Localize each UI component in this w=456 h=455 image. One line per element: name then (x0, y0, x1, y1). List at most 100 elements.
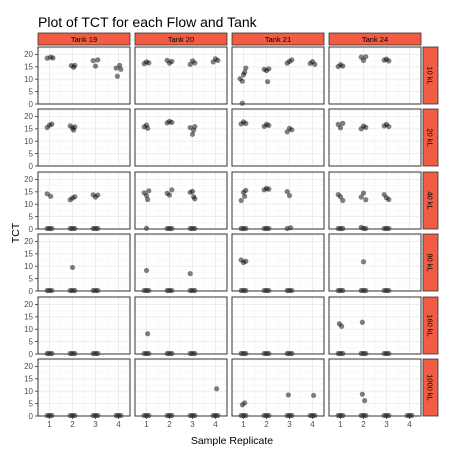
y-tick-label: 15 (24, 63, 33, 72)
x-tick-label: 2 (70, 420, 75, 429)
data-point (143, 267, 150, 274)
data-point (359, 391, 365, 397)
row-strip-label-10-kl: 10 kL (426, 66, 435, 84)
panel-border (328, 46, 422, 105)
data-point (289, 57, 295, 63)
panel-tank-21-20-kl (231, 108, 325, 167)
y-tick-label: 20 (24, 362, 33, 371)
panel-border (37, 358, 131, 417)
y-tick-label: 0 (29, 412, 34, 421)
y-tick-label: 0 (29, 287, 34, 296)
panel-tank-24-20-kl (328, 108, 422, 167)
data-point (239, 100, 245, 106)
panel-border (37, 171, 131, 230)
y-tick-label: 5 (29, 337, 34, 346)
data-point (143, 192, 150, 199)
row-strip-label-160-kl: 160 kL (426, 314, 435, 337)
panel-tank-24-160-kl (328, 296, 422, 357)
y-tick-label: 5 (29, 87, 34, 96)
data-point (72, 62, 78, 68)
panel-tank-20-1000-kl (134, 358, 228, 419)
x-tick-label: 4 (310, 420, 315, 429)
data-point (312, 61, 318, 67)
data-point (92, 63, 99, 69)
data-point (311, 392, 317, 399)
y-tick-label: 10 (24, 325, 33, 334)
data-point (48, 193, 54, 199)
panel-border (231, 233, 325, 292)
data-point (214, 386, 220, 392)
data-point (169, 58, 175, 64)
x-tick-label: 1 (47, 420, 52, 429)
y-tick-label: 10 (24, 262, 33, 271)
data-point (243, 258, 249, 264)
y-tick-label: 10 (24, 75, 33, 84)
data-point (242, 400, 248, 406)
data-point (242, 193, 248, 199)
panel-border (134, 171, 228, 230)
data-point (284, 188, 290, 195)
y-tick-label: 5 (29, 274, 34, 283)
data-point (215, 57, 221, 63)
data-point (72, 194, 78, 200)
panel-tank-21-1000-kl (231, 358, 325, 419)
data-point (340, 197, 346, 204)
y-tick-label: 20 (24, 300, 33, 309)
column-strip-tank-24 (328, 32, 422, 46)
y-tick-label: 0 (29, 350, 34, 359)
panel-tank-20-40-kl (134, 171, 228, 232)
data-point (266, 122, 272, 128)
data-point (337, 125, 344, 131)
data-point (266, 66, 272, 72)
data-point (169, 119, 175, 125)
data-point (95, 192, 101, 198)
panel-tank-21-80-kl (231, 233, 325, 294)
x-tick-label: 1 (144, 420, 149, 429)
column-strip-label-tank-20: Tank 20 (168, 35, 194, 44)
data-point (69, 264, 76, 271)
data-point (363, 54, 369, 60)
y-tick-label: 15 (24, 375, 33, 384)
panel-tank-19-160-kl (37, 296, 131, 357)
panel-border (37, 296, 131, 355)
data-point (145, 125, 151, 131)
y-tick-label: 10 (24, 137, 33, 146)
data-point (239, 78, 245, 84)
data-point (266, 186, 272, 192)
panel-tank-21-10-kl (231, 46, 325, 106)
data-point (95, 57, 101, 63)
data-point (143, 225, 150, 231)
panel-tank-24-1000-kl (328, 358, 422, 419)
panel-tank-19-1000-kl (37, 358, 131, 419)
x-tick-label: 2 (361, 420, 366, 429)
data-point (166, 192, 173, 198)
panel-border (37, 46, 131, 105)
panel-border (231, 108, 325, 167)
data-point (285, 392, 291, 398)
data-point (358, 194, 364, 200)
panel-tank-24-40-kl (328, 171, 422, 232)
row-strip-160-kl (422, 296, 439, 355)
panel-border (231, 296, 325, 355)
data-point (243, 65, 249, 71)
data-point (340, 63, 346, 69)
y-tick-label: 10 (24, 200, 33, 209)
data-point (187, 271, 193, 277)
row-strip-label-40-kl: 40 kL (426, 191, 435, 209)
panel-tank-20-10-kl (134, 46, 228, 105)
data-point (360, 190, 367, 196)
column-strip-tank-21 (231, 32, 325, 46)
column-strip-tank-20 (134, 32, 228, 46)
column-strip-label-tank-21: Tank 21 (265, 35, 291, 44)
panel-border (37, 108, 131, 167)
panel-border (134, 108, 228, 167)
data-point (192, 60, 198, 66)
panel-border (328, 171, 422, 230)
data-point (359, 319, 365, 325)
y-tick-label: 10 (24, 387, 33, 396)
x-axis-title: Sample Replicate (191, 435, 273, 447)
x-tick-label: 1 (338, 420, 343, 429)
data-point (265, 79, 271, 85)
data-point (337, 194, 344, 200)
